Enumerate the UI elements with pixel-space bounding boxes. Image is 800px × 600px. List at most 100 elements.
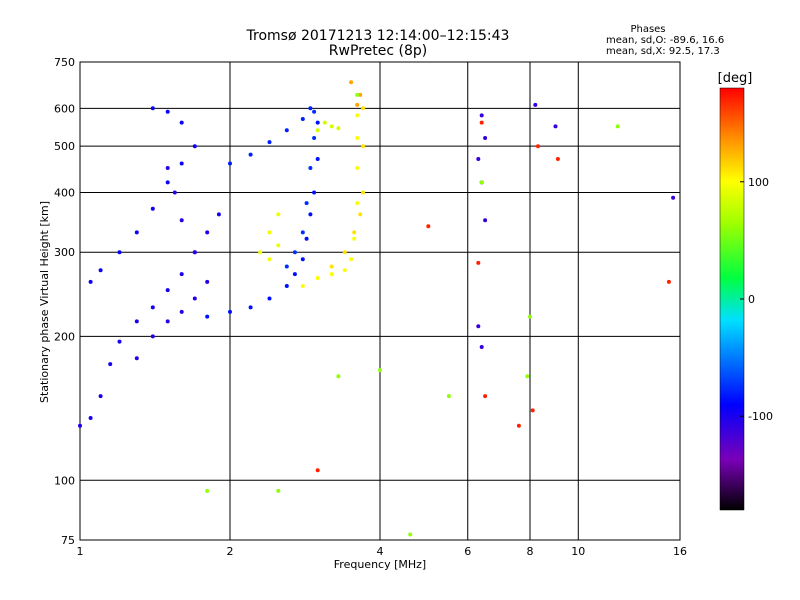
data-point [192, 296, 197, 301]
data-point [258, 250, 263, 255]
data-point [355, 166, 360, 170]
data-point [134, 356, 139, 361]
data-point [476, 324, 481, 329]
data-point [267, 257, 272, 262]
chart-title: Tromsø 20171213 12:14:00–12:15:43 [246, 28, 510, 44]
data-point [329, 264, 334, 269]
data-point [533, 102, 538, 107]
data-point [352, 230, 357, 235]
data-point [134, 319, 139, 324]
data-point [292, 272, 297, 277]
data-point [342, 250, 347, 255]
data-point [479, 113, 484, 118]
y-tick-label: 300 [54, 246, 75, 259]
x-tick-label: 8 [527, 545, 534, 558]
data-point [98, 268, 103, 273]
data-point [361, 190, 366, 195]
data-point [483, 136, 488, 140]
data-point [228, 309, 232, 314]
data-point [267, 140, 272, 145]
x-tick-label: 4 [377, 545, 384, 558]
data-point [479, 120, 484, 125]
data-point [117, 250, 122, 255]
chart-subtitle: RwPretec (8p) [329, 43, 427, 59]
data-point [284, 128, 289, 133]
data-point [483, 394, 488, 399]
data-point [671, 195, 676, 200]
stats-o-mode: mean, sd,O: -89.6, 16.6 [606, 35, 724, 46]
data-point [312, 136, 317, 140]
x-axis-ticks: 1 2 4 6 8 10 16 [77, 545, 688, 558]
data-point [553, 124, 558, 129]
data-point [476, 157, 481, 161]
data-point [179, 218, 184, 223]
data-point [300, 230, 305, 235]
y-tick-label: 750 [54, 56, 75, 69]
y-tick-label: 100 [54, 474, 75, 487]
data-point [165, 166, 170, 170]
data-point [378, 368, 382, 373]
data-point [308, 212, 313, 217]
data-point [528, 314, 532, 319]
data-point [358, 92, 363, 97]
data-point [78, 423, 82, 428]
data-point [315, 468, 320, 473]
colorbar-ticks: 100 0 -100 [740, 176, 773, 423]
y-tick-label: 600 [54, 102, 75, 115]
data-point [479, 180, 484, 185]
data-point [108, 362, 113, 367]
data-point [88, 416, 93, 420]
data-point [555, 157, 560, 161]
colorbar-label: [deg] [718, 71, 753, 86]
x-tick-label: 16 [673, 545, 687, 558]
data-point [267, 296, 272, 301]
data-point [536, 144, 540, 149]
data-point [312, 109, 317, 114]
data-point [292, 250, 297, 255]
data-point [615, 124, 620, 129]
data-point [336, 126, 341, 131]
data-point [98, 394, 103, 399]
data-point [315, 120, 320, 125]
colorbar-tick-label: 100 [748, 176, 769, 189]
data-point [179, 309, 184, 314]
data-point [349, 80, 354, 85]
data-point [352, 236, 357, 241]
data-point [165, 180, 170, 185]
data-point [172, 190, 177, 195]
y-tick-label: 200 [54, 330, 75, 343]
data-point [205, 314, 210, 319]
data-point [358, 212, 363, 217]
data-point [165, 109, 170, 114]
data-point [530, 408, 535, 413]
y-tick-label: 400 [54, 186, 75, 199]
data-point [355, 201, 360, 206]
data-point [315, 157, 320, 161]
data-point [276, 488, 281, 493]
data-point [134, 230, 139, 235]
data-point [150, 206, 155, 211]
y-tick-label: 75 [61, 534, 75, 547]
data-point [216, 212, 221, 217]
data-point [479, 345, 484, 349]
data-point [304, 201, 309, 206]
colorbar-tick-label: -100 [748, 410, 773, 423]
data-point [426, 224, 431, 229]
data-point [300, 257, 305, 262]
data-point [192, 250, 197, 255]
data-point [408, 532, 413, 537]
y-axis-ticks: 75 100 200 300 400 500 600 750 [54, 56, 75, 547]
data-point [205, 279, 210, 284]
data-point [150, 106, 155, 111]
data-point [276, 212, 281, 217]
stats-x-mode: mean, sd,X: 92.5, 17.3 [606, 46, 720, 57]
data-point [228, 161, 232, 166]
data-point [315, 276, 320, 280]
data-point [179, 120, 184, 125]
data-point [666, 279, 671, 284]
data-point [276, 243, 281, 248]
data-point [248, 152, 253, 157]
data-point [284, 264, 289, 269]
data-point [88, 279, 93, 284]
